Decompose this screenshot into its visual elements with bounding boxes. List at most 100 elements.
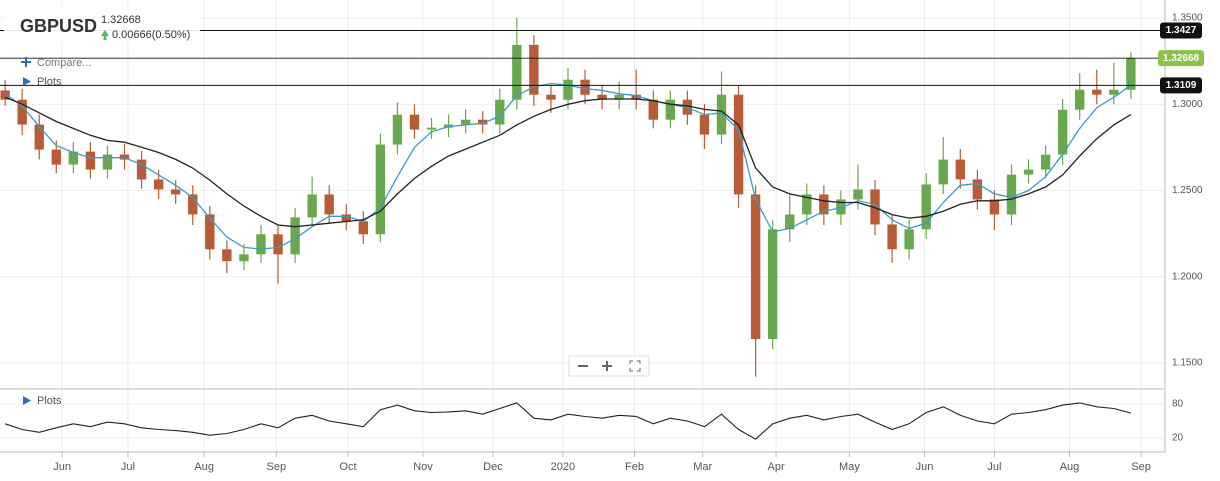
candle-body bbox=[853, 189, 863, 200]
candle-body bbox=[307, 194, 317, 218]
compare-label: Compare... bbox=[37, 57, 91, 69]
candle-body bbox=[716, 94, 727, 135]
candle-body bbox=[1109, 89, 1119, 95]
up-arrow bbox=[101, 30, 109, 40]
candle-body bbox=[904, 229, 914, 250]
y-tick-label: 80 bbox=[1172, 399, 1184, 410]
moving-average bbox=[4, 96, 1132, 228]
candle-body bbox=[887, 224, 897, 250]
x-tick-label: Nov bbox=[413, 461, 433, 473]
plus-icon bbox=[21, 57, 31, 67]
overlay: Jun Jul Aug Sep Oct Nov Dec 2020 Feb Mar Apr May Jun… bbox=[0, 13, 1204, 473]
candle-body bbox=[648, 99, 658, 120]
x-tick-label: Sep bbox=[267, 461, 287, 473]
last-price-tag bbox=[1158, 50, 1204, 67]
zoom-in[interactable] bbox=[602, 361, 612, 371]
y-tick-label: 1.2000 bbox=[1172, 271, 1203, 282]
candle-body bbox=[989, 199, 1000, 215]
x-tick-label: Sep bbox=[1131, 461, 1151, 473]
candle-body bbox=[785, 214, 795, 230]
candle-body bbox=[51, 149, 61, 165]
x-tick-label: Aug bbox=[194, 461, 214, 473]
plots-label: Plots bbox=[37, 395, 62, 407]
triangle-icon bbox=[23, 77, 31, 86]
y-tick-label: 1.3000 bbox=[1172, 99, 1203, 110]
candle-body bbox=[222, 249, 232, 262]
x-tick-label: Jun bbox=[916, 461, 934, 473]
fullscreen[interactable] bbox=[629, 360, 641, 372]
candle-body bbox=[563, 79, 573, 100]
candle-body bbox=[665, 99, 676, 120]
header-change: 0.00666(0.50%) bbox=[112, 29, 190, 41]
x-tick-label: Dec bbox=[483, 461, 503, 473]
candle-body bbox=[170, 189, 181, 195]
candle-body bbox=[34, 124, 44, 150]
candle-body bbox=[580, 79, 590, 95]
x-tick-label: 2020 bbox=[551, 461, 575, 473]
plots-label: Plots bbox=[37, 76, 62, 88]
candle-body bbox=[495, 99, 505, 125]
candle-body bbox=[767, 229, 778, 340]
candle-body bbox=[955, 159, 966, 180]
candle-body bbox=[256, 234, 266, 255]
oscillator-line bbox=[4, 402, 1132, 440]
candle-body bbox=[972, 179, 983, 200]
compare-button[interactable]: Compare... bbox=[21, 57, 91, 69]
candle-body bbox=[341, 214, 351, 222]
x-tick-label: Jul bbox=[987, 461, 1001, 473]
candle-body bbox=[392, 114, 403, 145]
candle-body bbox=[136, 159, 147, 180]
candle-body bbox=[870, 189, 880, 225]
candle-body bbox=[239, 254, 249, 262]
x-tick-label: Feb bbox=[625, 461, 644, 473]
x-tick-label: Apr bbox=[768, 461, 785, 473]
candle-body bbox=[426, 127, 437, 130]
candle-body bbox=[188, 194, 198, 215]
level-tag bbox=[1160, 77, 1202, 94]
candle-body bbox=[1092, 89, 1102, 95]
candle-body bbox=[699, 114, 710, 135]
plot-area bbox=[0, 17, 1136, 440]
candle-body bbox=[631, 94, 641, 100]
candle-body bbox=[614, 94, 624, 100]
candle-body bbox=[921, 184, 931, 230]
plots-button-lower[interactable]: Plots bbox=[23, 395, 62, 407]
candle-body bbox=[1126, 58, 1136, 90]
y-tick-label: 1.2500 bbox=[1172, 185, 1203, 196]
candle-body bbox=[750, 194, 761, 340]
candle-body bbox=[529, 44, 539, 95]
candle-body bbox=[102, 154, 113, 170]
candle-body bbox=[1057, 109, 1068, 155]
last-price-label: 1.32668 bbox=[1163, 53, 1200, 64]
candle-body bbox=[375, 144, 386, 235]
candle-body bbox=[938, 159, 948, 185]
level-label: 1.3109 bbox=[1166, 80, 1197, 91]
plots-button[interactable]: Plots bbox=[23, 76, 62, 88]
y-tick-label: 20 bbox=[1172, 433, 1184, 444]
level-tag bbox=[1160, 22, 1202, 39]
level-label: 1.3427 bbox=[1166, 25, 1197, 36]
candle-body bbox=[597, 94, 607, 100]
candle-body bbox=[819, 194, 829, 215]
y-tick-label: 1.3500 bbox=[1172, 13, 1203, 24]
x-tick-label: Jun bbox=[53, 461, 71, 473]
zoom-controls bbox=[568, 355, 650, 377]
candle-body bbox=[205, 214, 215, 250]
candle-body bbox=[802, 194, 812, 215]
candle-body bbox=[733, 94, 744, 195]
x-tick-label: Aug bbox=[1060, 461, 1080, 473]
x-tick-label: Jul bbox=[121, 461, 135, 473]
candle-body bbox=[273, 234, 283, 255]
symbol: GBPUSD bbox=[20, 16, 97, 36]
triangle-icon bbox=[23, 396, 31, 405]
candle-body bbox=[1040, 154, 1051, 170]
candle-body bbox=[358, 221, 369, 235]
candle-body bbox=[512, 44, 522, 100]
candle-body bbox=[478, 119, 488, 125]
x-tick-label: Oct bbox=[339, 461, 356, 473]
candle-body bbox=[409, 114, 420, 130]
candle-body bbox=[1023, 169, 1034, 175]
